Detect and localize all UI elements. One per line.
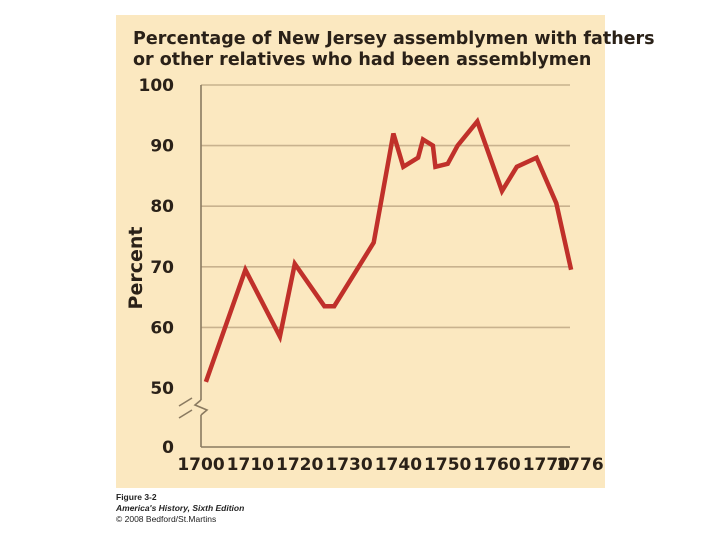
chart-panel bbox=[116, 15, 605, 488]
x-tick-label: 1740 bbox=[375, 455, 422, 475]
y-tick-label: 0 bbox=[162, 438, 174, 458]
y-axis-break-mark bbox=[193, 399, 209, 416]
x-tick-label: 1710 bbox=[227, 455, 274, 475]
figure-number: Figure 3-2 bbox=[116, 492, 157, 502]
x-tick-label: 1750 bbox=[424, 455, 471, 475]
y-tick-label: 100 bbox=[139, 76, 175, 96]
copyright: © 2008 Bedford/St.Martins bbox=[116, 514, 216, 524]
x-tick-label: 1770 bbox=[523, 455, 570, 475]
chart-title-line-1: Percentage of New Jersey assemblymen wit… bbox=[133, 29, 655, 49]
axis-break-slash-2 bbox=[178, 409, 193, 419]
chart-title-line-2: or other relatives who had been assembly… bbox=[133, 50, 591, 70]
series-layer bbox=[203, 116, 574, 383]
series-line bbox=[203, 116, 574, 383]
x-tick-label: 1730 bbox=[325, 455, 372, 475]
x-tick-label: 1700 bbox=[177, 455, 224, 475]
y-tick-label: 90 bbox=[150, 137, 174, 157]
y-tick-label: 60 bbox=[150, 318, 174, 338]
axes bbox=[178, 85, 570, 448]
axis-break-slash-1 bbox=[178, 397, 193, 407]
y-tick-label: 70 bbox=[150, 258, 174, 278]
y-tick-labels: 100 90 80 70 60 50 0 bbox=[139, 76, 175, 458]
y-axis-label: Percent bbox=[125, 227, 147, 310]
book-title: America's History, Sixth Edition bbox=[115, 503, 244, 513]
x-tick-label: 1720 bbox=[276, 455, 323, 475]
y-tick-label: 50 bbox=[150, 379, 174, 399]
gridlines bbox=[201, 84, 570, 329]
x-tick-label: 1776 bbox=[556, 455, 603, 475]
y-tick-label: 80 bbox=[150, 197, 174, 217]
x-tick-label: 1760 bbox=[473, 455, 520, 475]
